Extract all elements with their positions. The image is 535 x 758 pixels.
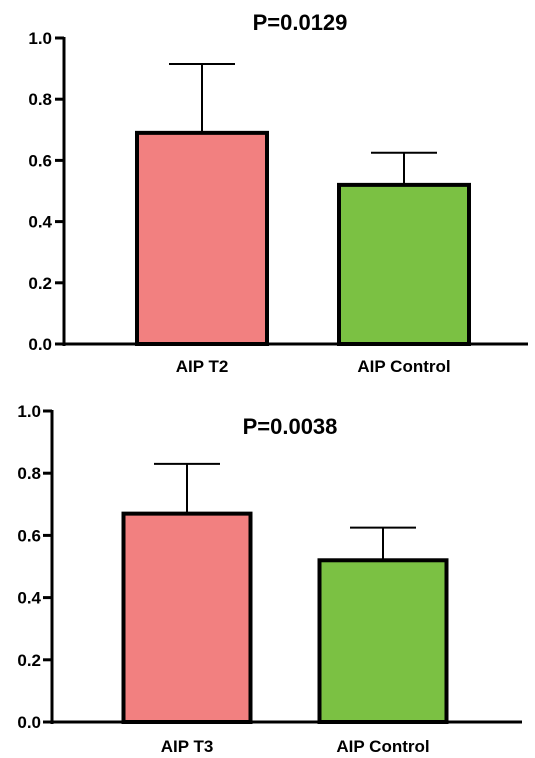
x-category-label: AIP Control	[336, 737, 429, 756]
bar	[135, 130, 269, 346]
y-tick-label: 0.2	[17, 651, 41, 670]
x-category-label: AIP T3	[161, 737, 214, 756]
chart-title: P=0.0129	[253, 10, 348, 35]
y-tick-label: 1.0	[17, 402, 41, 421]
y-tick-label: 0.0	[28, 335, 52, 354]
chart-bottom: P=0.0038 0.0 0.2 0.4 0.6 0.8 1.0 AIP T3 AIP Cont…	[17, 402, 522, 756]
y-tick-label: 0.6	[28, 151, 52, 170]
y-tick-label: 0.8	[28, 90, 52, 109]
y-tick-label: 0.2	[28, 274, 52, 293]
bar	[337, 182, 471, 346]
y-tick-label: 0.8	[17, 464, 41, 483]
chart-title: P=0.0038	[243, 414, 338, 439]
chart-top: P=0.0129 0.0 0.2 0.4 0.6 0.8 1.0 AIP T2 AIP Cont…	[28, 10, 528, 376]
x-category-label: AIP Control	[357, 357, 450, 376]
y-tick-label: 1.0	[28, 29, 52, 48]
bar	[121, 511, 253, 724]
y-tick-label: 0.4	[28, 213, 52, 232]
x-category-label: AIP T2	[176, 357, 229, 376]
y-tick-label: 0.0	[17, 713, 41, 732]
y-tick-label: 0.6	[17, 526, 41, 545]
bar	[317, 558, 449, 725]
y-tick-label: 0.4	[17, 589, 41, 608]
